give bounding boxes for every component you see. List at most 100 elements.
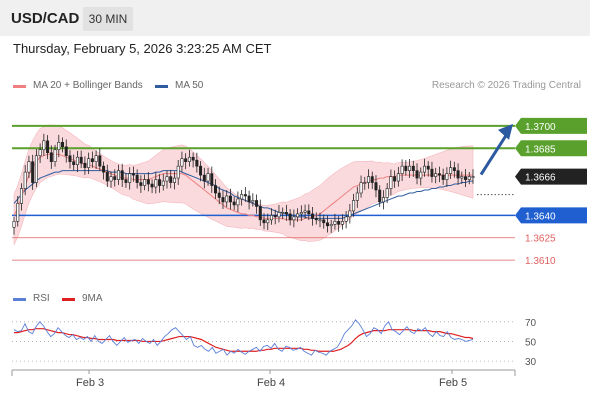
candle-body <box>240 194 244 200</box>
candle-body <box>292 216 296 221</box>
candle-body <box>415 170 419 179</box>
candle-body <box>128 173 132 183</box>
candle-body <box>214 185 218 194</box>
price-level-label: 1.3625 <box>525 234 556 245</box>
candle-body <box>340 221 344 225</box>
candle-body <box>269 215 273 221</box>
candle-body <box>299 212 303 215</box>
candle-body <box>247 195 251 203</box>
candle-body <box>176 165 180 179</box>
candle-body <box>277 212 281 218</box>
candle-body <box>42 140 46 151</box>
candle-body <box>367 176 371 183</box>
candle-body <box>374 182 378 191</box>
candle-body <box>266 219 270 224</box>
ma9-legend-label: 9MA <box>82 293 103 304</box>
candle-body <box>337 221 341 225</box>
candle-body <box>161 180 165 186</box>
candle-body <box>311 213 315 219</box>
candle-body <box>94 155 98 162</box>
candle-body <box>359 182 363 194</box>
ma9-legend-swatch <box>62 298 75 301</box>
candle-body <box>225 195 229 203</box>
candle-body <box>288 213 292 221</box>
candle-body <box>23 171 27 189</box>
candle-body <box>221 197 225 203</box>
price-level-box <box>515 140 587 157</box>
candle-body <box>139 182 143 186</box>
x-tick-label: Feb 4 <box>257 377 286 389</box>
rsi-tick-label: 50 <box>525 337 537 348</box>
chart-header: USD/CAD 30 MIN <box>0 0 590 36</box>
price-level-box <box>515 207 587 224</box>
price-level-label: 1.3610 <box>525 256 556 267</box>
candle-body <box>396 173 400 182</box>
candle-body <box>232 201 236 206</box>
candle-body <box>251 200 255 203</box>
candle-body <box>31 161 35 183</box>
candle-body <box>12 221 16 228</box>
candle-body <box>206 173 210 182</box>
rsi-legend-label: RSI <box>33 293 50 304</box>
forecast-arrow-shaft <box>479 133 509 176</box>
candle-body <box>72 161 76 165</box>
candle-body <box>116 170 120 180</box>
candle-body <box>131 173 135 176</box>
candle-body <box>419 171 423 179</box>
candle-body <box>363 182 367 184</box>
candle-body <box>460 176 464 179</box>
price-level-box <box>515 117 587 134</box>
candle-body <box>68 155 72 162</box>
price-level-box <box>515 168 587 185</box>
candle-body <box>34 155 38 183</box>
candle-body <box>452 167 456 171</box>
rsi-tick-label: 70 <box>525 318 537 329</box>
candle-body <box>210 173 214 186</box>
candle-body <box>344 216 348 222</box>
candle-body <box>202 174 206 182</box>
price-level-label: 1.3685 <box>525 144 556 155</box>
rsi-tick-label: 30 <box>525 357 537 368</box>
chart-datetime: Thursday, February 5, 2026 3:23:25 AM CE… <box>13 41 272 56</box>
timeframe-button[interactable]: 30 MIN <box>83 7 133 31</box>
credit-text: Research © 2026 Trading Central <box>431 80 581 91</box>
candle-body <box>90 158 94 162</box>
candle-body <box>437 173 441 176</box>
candle-body <box>113 176 117 180</box>
candle-body <box>355 192 359 201</box>
candle-body <box>352 200 356 212</box>
candle-body <box>120 170 124 180</box>
candle-body <box>318 219 322 222</box>
candle-body <box>195 159 199 167</box>
candle-body <box>169 176 173 183</box>
candle-body <box>53 149 57 162</box>
candle-body <box>172 177 176 183</box>
candle-body <box>87 158 91 168</box>
candle-body <box>199 165 203 176</box>
candle-body <box>75 156 79 165</box>
candle-body <box>449 167 453 174</box>
candle-body <box>422 165 426 173</box>
candle-body <box>385 188 389 198</box>
ma20-legend-swatch <box>13 85 26 88</box>
ma20-line <box>13 153 473 221</box>
candle-body <box>426 165 430 170</box>
candle-body <box>262 219 266 224</box>
rsi-line <box>13 319 474 356</box>
symbol-title: USD/CAD <box>11 10 80 27</box>
candle-body <box>333 221 337 225</box>
candle-body <box>158 179 162 186</box>
rsi-legend-swatch <box>13 298 26 301</box>
candle-body <box>456 170 460 179</box>
candle-body <box>236 198 240 206</box>
candle-body <box>19 188 23 204</box>
candle-body <box>187 156 191 162</box>
candle-body <box>430 168 434 177</box>
candle-body <box>389 176 393 189</box>
ma50-legend-swatch <box>155 85 168 88</box>
price-level-label: 1.3640 <box>525 211 556 222</box>
candle-body <box>284 212 288 215</box>
candle-body <box>146 179 150 185</box>
ma50-line <box>13 170 473 219</box>
